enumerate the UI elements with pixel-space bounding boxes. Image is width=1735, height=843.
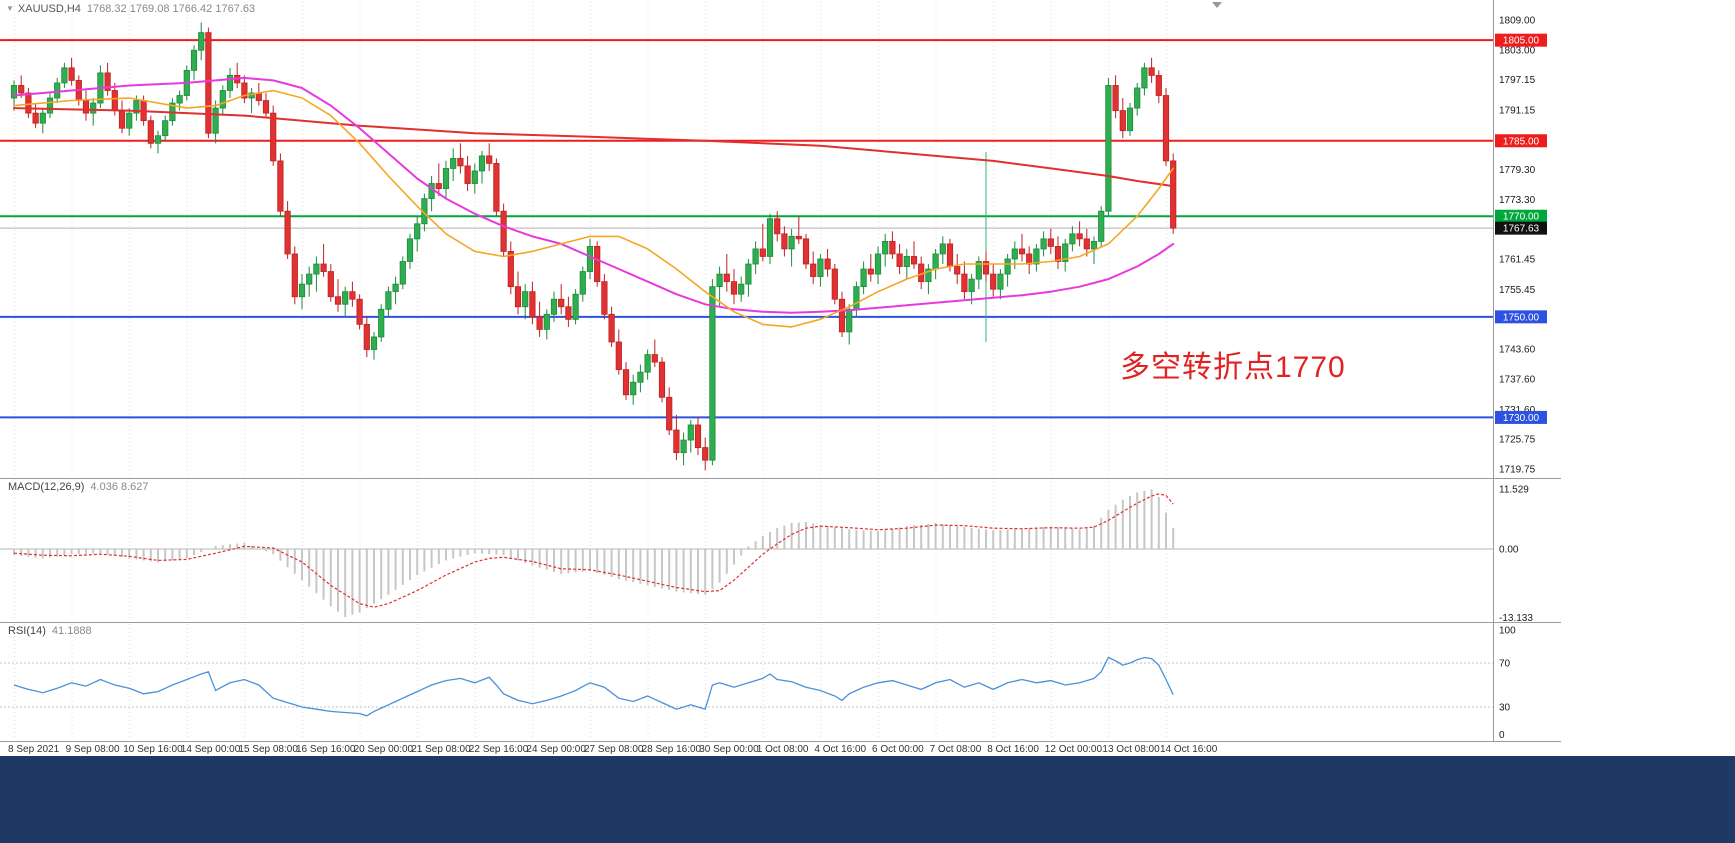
- svg-text:27 Sep 08:00: 27 Sep 08:00: [584, 744, 644, 755]
- price-axis-labels: 1809.00 1803.00 1797.15 1791.15 1779.30 1773.…: [1499, 16, 1536, 476]
- macd-indicator-name: MACD(12,26,9): [8, 481, 85, 493]
- symbol-timeframe-label: XAUUSD,H4: [17, 3, 81, 15]
- svg-text:0.00: 0.00: [1499, 545, 1519, 556]
- svg-text:-13.133: -13.133: [1499, 613, 1533, 624]
- svg-text:1731.60: 1731.60: [1499, 405, 1536, 416]
- bottom-bar: [0, 756, 1735, 843]
- svg-text:1773.30: 1773.30: [1499, 195, 1536, 206]
- svg-text:1809.00: 1809.00: [1499, 16, 1536, 27]
- svg-text:8 Oct 16:00: 8 Oct 16:00: [987, 744, 1039, 755]
- svg-text:13 Oct 08:00: 13 Oct 08:00: [1102, 744, 1160, 755]
- panel-borders: [0, 0, 1561, 742]
- svg-text:9 Sep 08:00: 9 Sep 08:00: [66, 744, 120, 755]
- svg-text:28 Sep 16:00: 28 Sep 16:00: [642, 744, 702, 755]
- svg-text:1791.15: 1791.15: [1499, 105, 1536, 116]
- chart-header: ▼ XAUUSD,H4 1768.32 1769.08 1766.42 1767.6…: [6, 3, 255, 15]
- svg-text:15 Sep 08:00: 15 Sep 08:00: [238, 744, 298, 755]
- macd-indicator-values: 4.036 8.627: [90, 481, 149, 493]
- chart-shift-marker-icon[interactable]: [1212, 2, 1222, 8]
- svg-text:1719.75: 1719.75: [1499, 464, 1536, 475]
- rsi-level-lines: [0, 662, 1493, 708]
- price-badge-1730.00: [1495, 410, 1547, 424]
- svg-text:7 Oct 08:00: 7 Oct 08:00: [930, 744, 982, 755]
- price-badge-1805.00: [1495, 33, 1547, 47]
- svg-text:14 Sep 00:00: 14 Sep 00:00: [181, 744, 241, 755]
- svg-text:1803.00: 1803.00: [1499, 46, 1536, 57]
- svg-text:30 Sep 00:00: 30 Sep 00:00: [699, 744, 759, 755]
- dropdown-arrow-icon[interactable]: ▼: [6, 4, 14, 13]
- rsi-line: [13, 656, 1174, 717]
- svg-text:12 Oct 00:00: 12 Oct 00:00: [1045, 744, 1103, 755]
- price-badge-1767.63: [1495, 221, 1547, 235]
- svg-text:70: 70: [1499, 659, 1511, 670]
- chart-window: 8 Sep 2021 9 Sep 08:00 10 Sep 16:00 14 Sep …: [0, 0, 1735, 756]
- ma-fast-orange: [13, 89, 1174, 328]
- svg-text:1750.00: 1750.00: [1503, 312, 1540, 323]
- indicator-axis-labels: 11.529 0.00 -13.133 100 70 30 0: [1499, 485, 1533, 741]
- svg-text:8 Sep 2021: 8 Sep 2021: [8, 744, 60, 755]
- svg-text:14 Oct 16:00: 14 Oct 16:00: [1160, 744, 1218, 755]
- candlestick-series: [10, 22, 1177, 471]
- svg-text:1767.63: 1767.63: [1503, 224, 1540, 235]
- svg-text:16 Sep 16:00: 16 Sep 16:00: [296, 744, 356, 755]
- svg-text:4 Oct 16:00: 4 Oct 16:00: [814, 744, 866, 755]
- price-badge-1770.00: [1495, 209, 1547, 223]
- svg-text:1761.45: 1761.45: [1499, 255, 1536, 266]
- svg-text:6 Oct 00:00: 6 Oct 00:00: [872, 744, 924, 755]
- ohlc-values: 1768.32 1769.08 1766.42 1767.63: [86, 3, 256, 15]
- svg-text:22 Sep 16:00: 22 Sep 16:00: [469, 744, 529, 755]
- rsi-indicator-value: 41.1888: [51, 625, 92, 637]
- price-badge-1750.00: [1495, 310, 1547, 324]
- svg-text:30: 30: [1499, 703, 1511, 714]
- svg-text:1805.00: 1805.00: [1503, 36, 1540, 47]
- svg-text:100: 100: [1499, 626, 1516, 637]
- svg-text:1737.60: 1737.60: [1499, 375, 1536, 386]
- svg-text:24 Sep 00:00: 24 Sep 00:00: [526, 744, 586, 755]
- svg-text:1797.15: 1797.15: [1499, 75, 1536, 86]
- text-annotation[interactable]: 多空转折点1770: [1120, 351, 1346, 384]
- svg-text:1 Oct 08:00: 1 Oct 08:00: [757, 744, 809, 755]
- svg-text:1725.75: 1725.75: [1499, 434, 1536, 445]
- macd-histogram: [13, 489, 1175, 618]
- svg-text:20 Sep 00:00: 20 Sep 00:00: [354, 744, 414, 755]
- price-badges: 1805.00 1785.00 1770.00 1750.00 1730.00 1767.…: [1495, 33, 1547, 424]
- svg-text:1730.00: 1730.00: [1503, 413, 1540, 424]
- ma-mid-magenta: [13, 76, 1175, 314]
- svg-text:1755.45: 1755.45: [1499, 285, 1536, 296]
- price-badge-1785.00: [1495, 134, 1547, 148]
- svg-text:10 Sep 16:00: 10 Sep 16:00: [123, 744, 183, 755]
- svg-text:11.529: 11.529: [1499, 485, 1529, 496]
- svg-text:1785.00: 1785.00: [1503, 136, 1540, 147]
- rsi-indicator-name: RSI(14): [8, 625, 46, 637]
- macd-signal-line: [13, 493, 1174, 608]
- svg-text:1779.30: 1779.30: [1499, 165, 1536, 176]
- svg-text:1770.00: 1770.00: [1503, 212, 1540, 223]
- macd-panel-title: MACD(12,26,9) 4.036 8.627: [8, 481, 149, 493]
- horizontal-lines[interactable]: [0, 39, 1493, 419]
- svg-text:1743.60: 1743.60: [1499, 345, 1536, 356]
- rsi-panel-title: RSI(14) 41.1888: [8, 625, 92, 637]
- svg-text:0: 0: [1499, 730, 1505, 741]
- ma-long-red: [13, 107, 1175, 188]
- svg-text:21 Sep 08:00: 21 Sep 08:00: [411, 744, 471, 755]
